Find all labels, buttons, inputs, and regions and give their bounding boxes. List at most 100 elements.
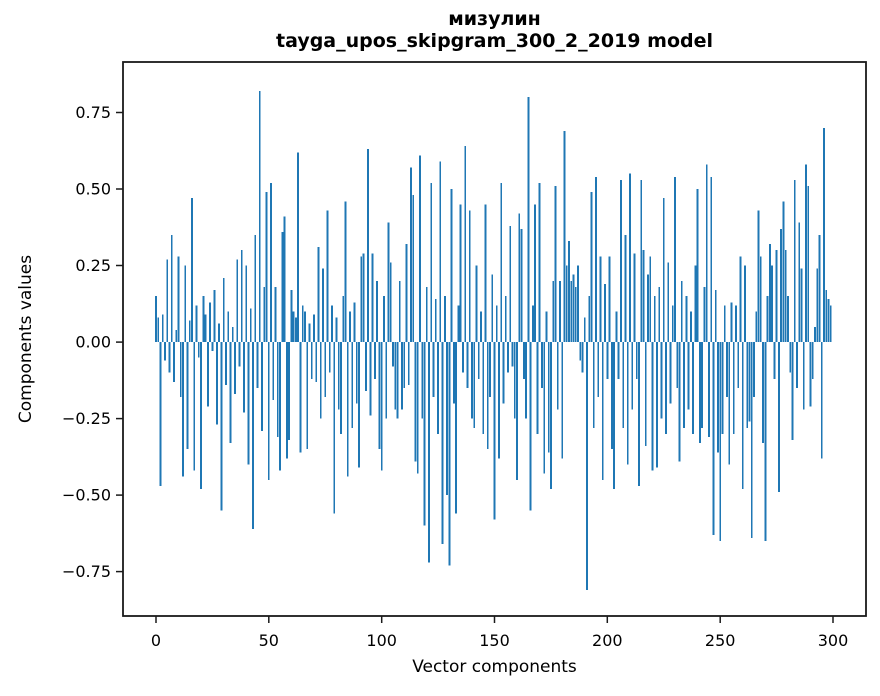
bar bbox=[775, 250, 778, 343]
bar bbox=[184, 265, 187, 343]
bar bbox=[712, 342, 715, 535]
bar bbox=[601, 342, 604, 480]
bar bbox=[538, 182, 541, 343]
bar bbox=[633, 253, 636, 343]
bar bbox=[299, 342, 302, 453]
bar bbox=[306, 342, 309, 450]
bar bbox=[405, 244, 408, 343]
bar bbox=[270, 182, 272, 343]
bar bbox=[568, 241, 570, 343]
bar bbox=[179, 342, 182, 398]
bar bbox=[459, 204, 462, 343]
bar bbox=[234, 342, 236, 395]
bar bbox=[520, 228, 523, 343]
bar bbox=[547, 342, 550, 453]
bar bbox=[572, 274, 575, 343]
bar bbox=[730, 302, 733, 343]
bar bbox=[263, 286, 266, 343]
bar bbox=[570, 280, 573, 343]
bar bbox=[389, 262, 392, 343]
y-tick-label: 0.00 bbox=[75, 333, 111, 352]
bar bbox=[755, 311, 758, 343]
bar bbox=[669, 342, 672, 404]
bar bbox=[450, 189, 453, 343]
bar bbox=[308, 323, 311, 343]
bar bbox=[211, 342, 214, 352]
bar bbox=[559, 280, 561, 343]
bar bbox=[489, 342, 491, 398]
bar bbox=[340, 342, 342, 434]
bar bbox=[367, 149, 370, 343]
bar bbox=[256, 342, 259, 388]
y-tick-label: −0.75 bbox=[62, 562, 111, 581]
bar bbox=[507, 342, 509, 373]
bar bbox=[701, 342, 704, 428]
y-tick-label: −0.50 bbox=[62, 486, 111, 505]
bar bbox=[324, 342, 327, 398]
bar bbox=[606, 342, 609, 379]
bar bbox=[254, 234, 257, 343]
bar bbox=[599, 256, 602, 343]
bar bbox=[177, 256, 180, 343]
bar bbox=[197, 342, 200, 358]
bar bbox=[583, 317, 586, 343]
bar bbox=[482, 342, 485, 434]
bar bbox=[344, 201, 347, 343]
bar bbox=[561, 342, 564, 459]
bar bbox=[665, 342, 667, 434]
bar bbox=[516, 342, 518, 480]
bar bbox=[448, 342, 451, 566]
bar bbox=[619, 179, 622, 343]
bar bbox=[247, 342, 250, 465]
bar bbox=[741, 342, 744, 489]
x-tick-label: 250 bbox=[705, 631, 736, 650]
bar bbox=[577, 265, 579, 343]
bar bbox=[534, 204, 537, 343]
bar bbox=[475, 265, 478, 343]
bar bbox=[218, 323, 221, 343]
bar bbox=[791, 342, 794, 440]
bar bbox=[592, 342, 595, 428]
bar bbox=[692, 342, 695, 434]
bar bbox=[328, 342, 331, 373]
bar bbox=[615, 311, 618, 343]
bar bbox=[805, 164, 807, 343]
bar bbox=[288, 342, 291, 440]
bar bbox=[807, 185, 810, 343]
bar bbox=[829, 305, 832, 343]
bar bbox=[590, 192, 593, 343]
bar bbox=[462, 342, 464, 373]
bar bbox=[297, 152, 300, 343]
bar bbox=[750, 342, 753, 538]
bar bbox=[326, 210, 329, 343]
bar bbox=[274, 286, 277, 343]
bar bbox=[437, 342, 439, 434]
bar bbox=[387, 222, 390, 343]
bar bbox=[626, 342, 629, 465]
bar bbox=[333, 342, 336, 514]
bar bbox=[267, 342, 270, 480]
bar bbox=[798, 222, 801, 343]
bar bbox=[802, 342, 805, 410]
bar bbox=[261, 342, 263, 431]
bar bbox=[446, 342, 449, 496]
bar bbox=[777, 342, 780, 493]
bar bbox=[604, 283, 606, 343]
bar bbox=[816, 268, 819, 343]
bar bbox=[640, 179, 643, 343]
bar bbox=[322, 268, 324, 343]
bar bbox=[238, 342, 241, 367]
bar bbox=[294, 317, 297, 343]
bar bbox=[556, 342, 559, 410]
bar bbox=[353, 302, 356, 343]
x-tick-label: 50 bbox=[259, 631, 279, 650]
bar bbox=[276, 342, 279, 437]
bar bbox=[346, 342, 349, 477]
bar bbox=[315, 342, 318, 382]
bar bbox=[608, 256, 611, 343]
bar bbox=[215, 342, 218, 425]
bar bbox=[441, 342, 444, 545]
bar bbox=[292, 311, 295, 343]
bar bbox=[827, 299, 830, 343]
bar bbox=[800, 268, 803, 343]
